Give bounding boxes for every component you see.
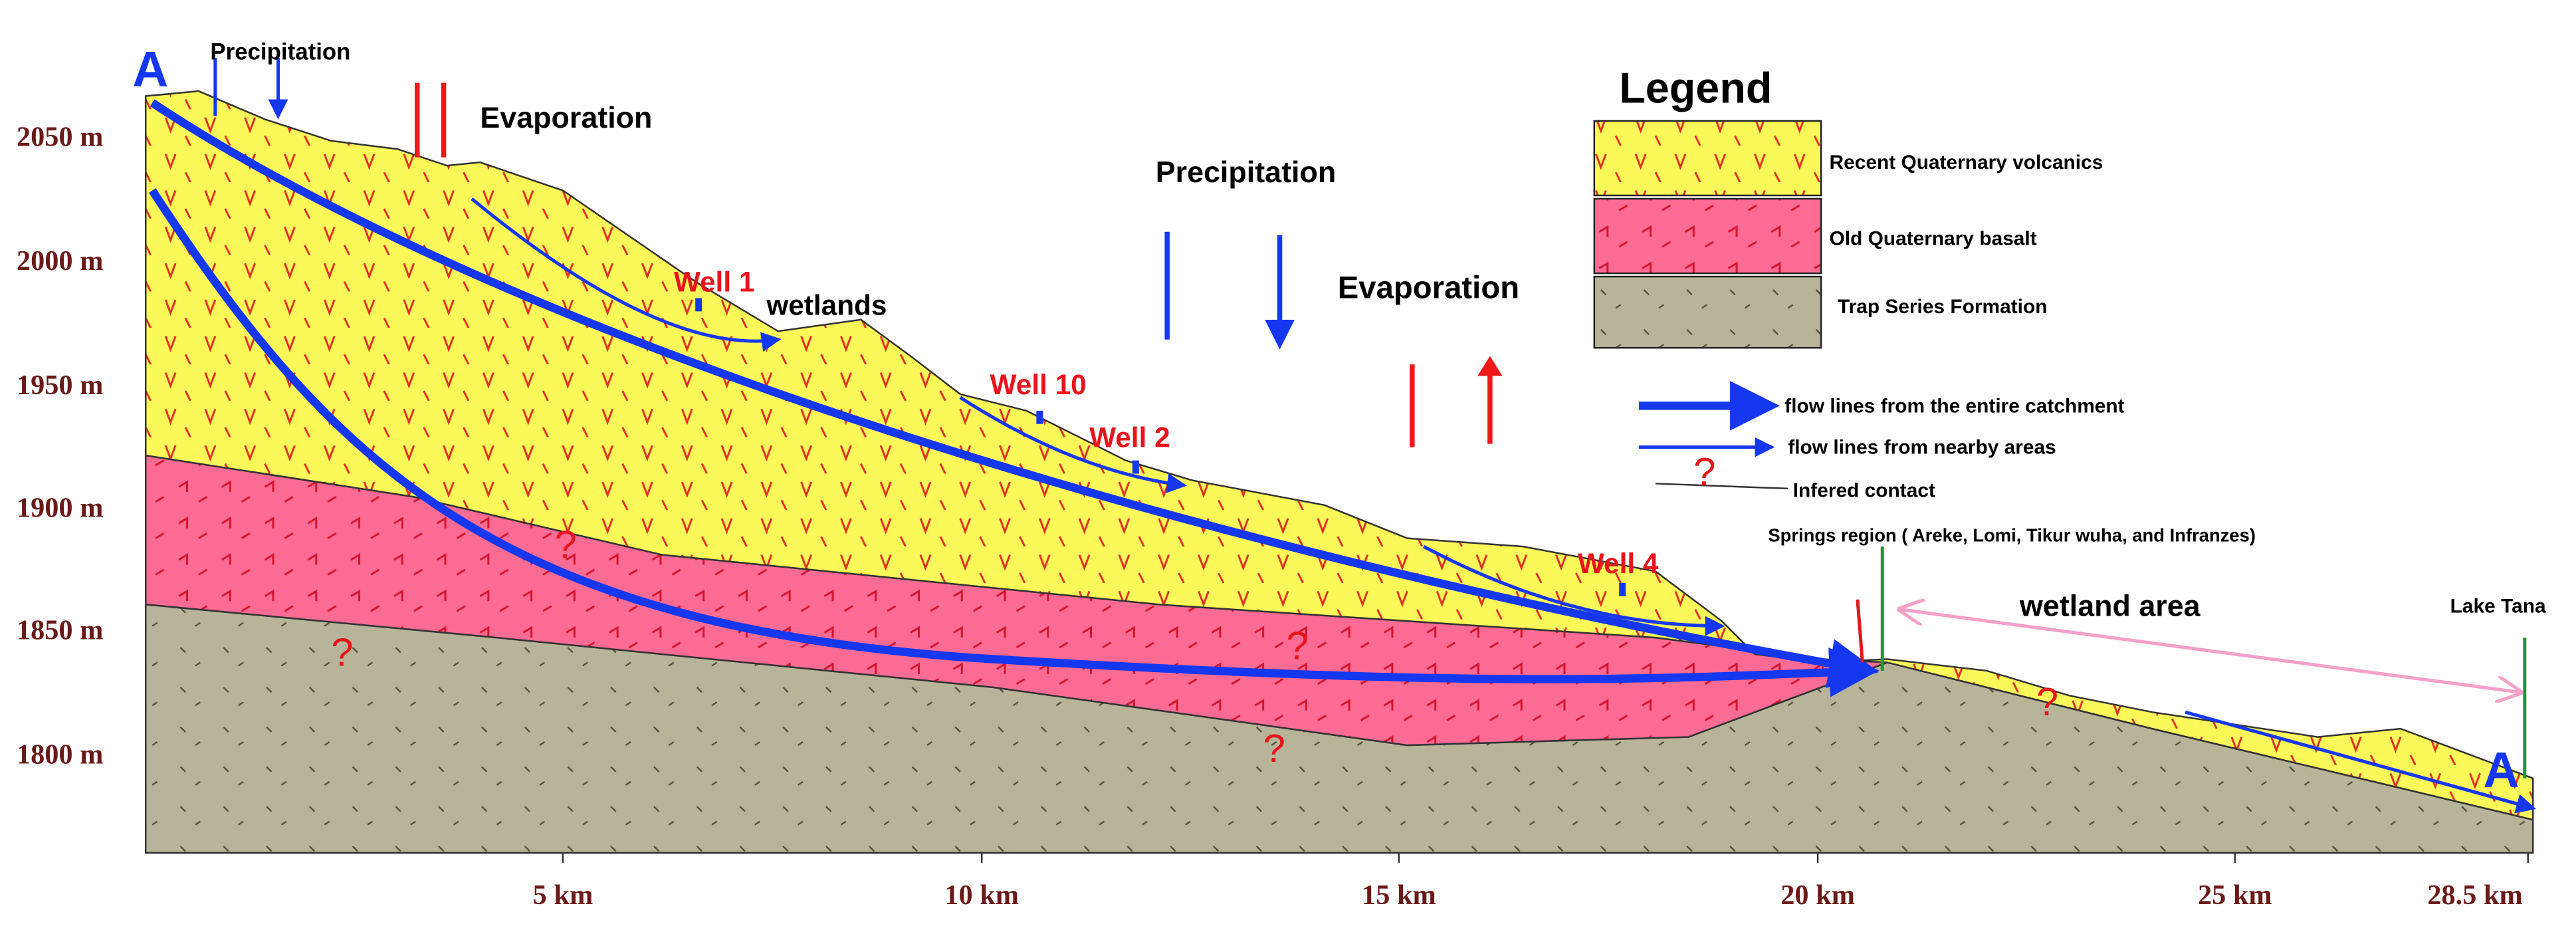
wetland-area-label: wetland area	[2019, 589, 2201, 623]
legend-item: flow lines from the entire catchment	[1784, 395, 2124, 417]
legend-item: Infered contact	[1793, 479, 1935, 501]
legend-contact-line	[1655, 483, 1788, 490]
x-label: 20 km	[1780, 880, 1855, 911]
wetland-extent	[1901, 610, 2520, 693]
x-label: 28.5 km	[2427, 880, 2522, 911]
x-label: 5 km	[533, 880, 593, 911]
legend-item: Old Quaternary basalt	[1830, 228, 2037, 250]
well-label: Well 1	[674, 266, 755, 297]
flow-line	[959, 396, 1188, 493]
contact-mark: ?	[1263, 726, 1285, 770]
evaporation-arrow	[414, 82, 1490, 447]
legend-basalt	[1593, 197, 1822, 275]
labels: A A 2050 m 2000 m 1950 m 1900 m 1850 m 1…	[17, 39, 2546, 911]
y-label: 2000 m	[17, 245, 104, 277]
flow-line	[471, 197, 782, 352]
y-label: 2050 m	[17, 121, 104, 152]
x-ticks	[562, 852, 2529, 863]
flow-line	[148, 188, 1879, 697]
contact-mark: ?	[554, 523, 576, 567]
y-label: 1900 m	[17, 492, 104, 523]
flow-line	[2185, 710, 2537, 814]
well-label: Well 10	[990, 369, 1087, 400]
contact-mark: ?	[1287, 623, 1309, 667]
x-label: 10 km	[944, 880, 1019, 911]
precipitation-label: Precipitation	[1156, 155, 1337, 189]
well-label: Well 2	[1089, 422, 1170, 453]
legend-item: Trap Series Formation	[1838, 296, 2047, 318]
precipitation-arrows	[213, 58, 278, 116]
contact-mark: ?	[2036, 679, 2058, 724]
legend-item: Recent Quaternary volcanics	[1830, 152, 2103, 174]
geology	[144, 90, 2534, 854]
contact-mark: ?	[1693, 449, 1715, 494]
legend-volcanics	[1593, 120, 1822, 197]
well-label: Well 4	[1578, 548, 1659, 579]
flow-line	[1423, 544, 1725, 636]
x-label: 15 km	[1362, 880, 1436, 911]
wells	[695, 298, 1626, 596]
flows	[148, 58, 2537, 814]
evaporation-label: Evaporation	[1338, 270, 1519, 305]
spring-arrow	[1856, 599, 1864, 663]
section-start: A	[132, 41, 168, 97]
legend-item: flow lines from nearby areas	[1788, 437, 2056, 459]
wetlands-label: wetlands	[766, 289, 887, 320]
evaporation-arrows	[414, 82, 1490, 447]
legend-trap	[1593, 275, 1822, 349]
lake-label: Lake Tana	[2450, 596, 2546, 618]
axes	[146, 852, 2533, 863]
springs-label: Springs region ( Areke, Lomi, Tikur wuha…	[1768, 525, 2256, 546]
x-label: 25 km	[2198, 880, 2272, 911]
y-label: 1800 m	[17, 739, 104, 770]
section-end: A	[2484, 741, 2520, 797]
flow-line	[150, 99, 1879, 689]
precipitation-label: Precipitation	[210, 39, 350, 65]
evaporation-label: Evaporation	[480, 100, 652, 134]
y-label: 1950 m	[17, 370, 104, 401]
contact-mark: ?	[331, 630, 353, 674]
precipitation-arrows	[1164, 231, 1279, 344]
legend-title: Legend	[1619, 64, 1772, 112]
y-label: 1850 m	[17, 615, 104, 646]
legend-boxes	[1593, 120, 1822, 349]
